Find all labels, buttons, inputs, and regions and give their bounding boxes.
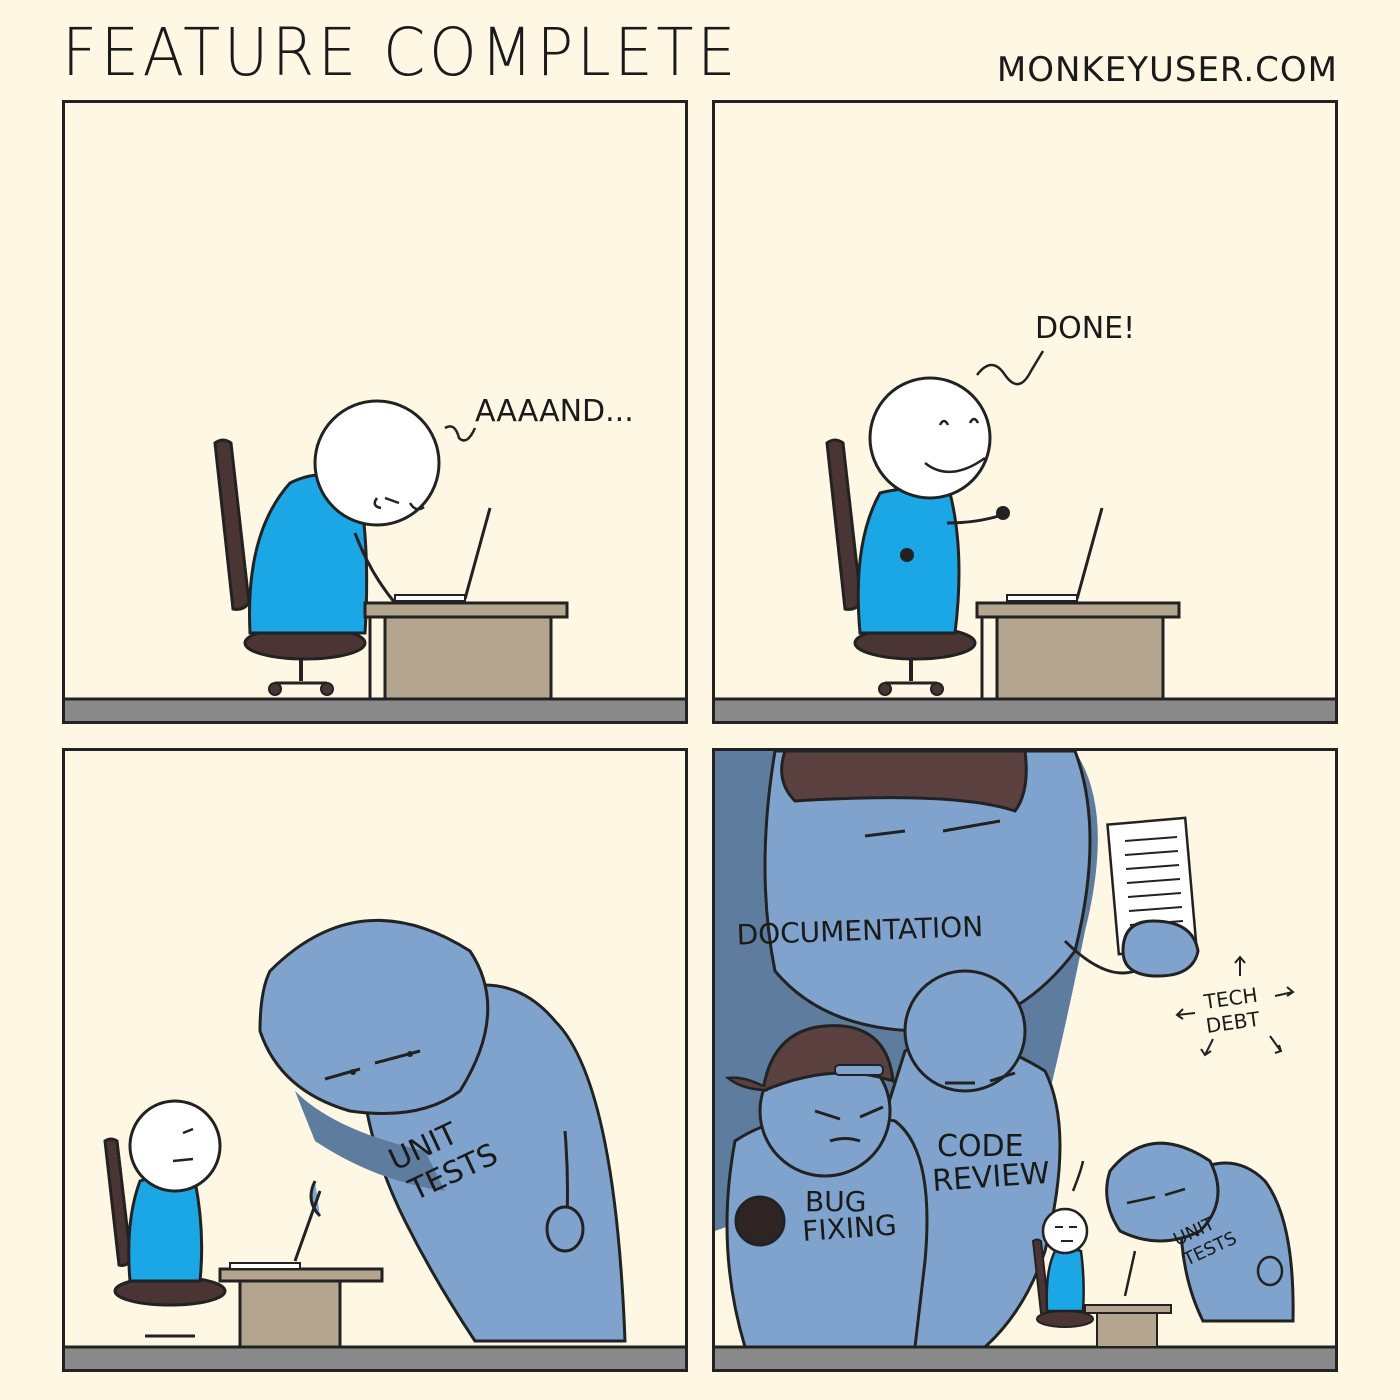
panel-3-art: UNIT TESTS bbox=[65, 918, 685, 1369]
comic-title: FEATURE COMPLETE bbox=[62, 14, 740, 91]
panel-1: AAAAND... bbox=[62, 100, 688, 724]
panel-4-art: DOCUMENTATION TECH DEBT CODE REVIEW bbox=[715, 751, 1335, 1369]
panel-3: UNIT TESTS bbox=[62, 748, 688, 1372]
panel-1-art: AAAAND... bbox=[65, 394, 685, 721]
bug-fixing-line2: FIXING bbox=[801, 1208, 898, 1248]
panel-4: DOCUMENTATION TECH DEBT CODE REVIEW bbox=[712, 748, 1338, 1372]
bug-fixing-line1: BUG bbox=[805, 1185, 866, 1218]
speech-aaaand: AAAAND... bbox=[475, 394, 634, 429]
code-review-line1: CODE bbox=[937, 1129, 1024, 1164]
site-url: MONKEYUSER.COM bbox=[996, 50, 1338, 90]
panel-2-art: DONE! bbox=[715, 311, 1335, 721]
code-review-line2: REVIEW bbox=[931, 1156, 1051, 1199]
speech-done: DONE! bbox=[1035, 311, 1135, 346]
panel-2: DONE! bbox=[712, 100, 1338, 724]
